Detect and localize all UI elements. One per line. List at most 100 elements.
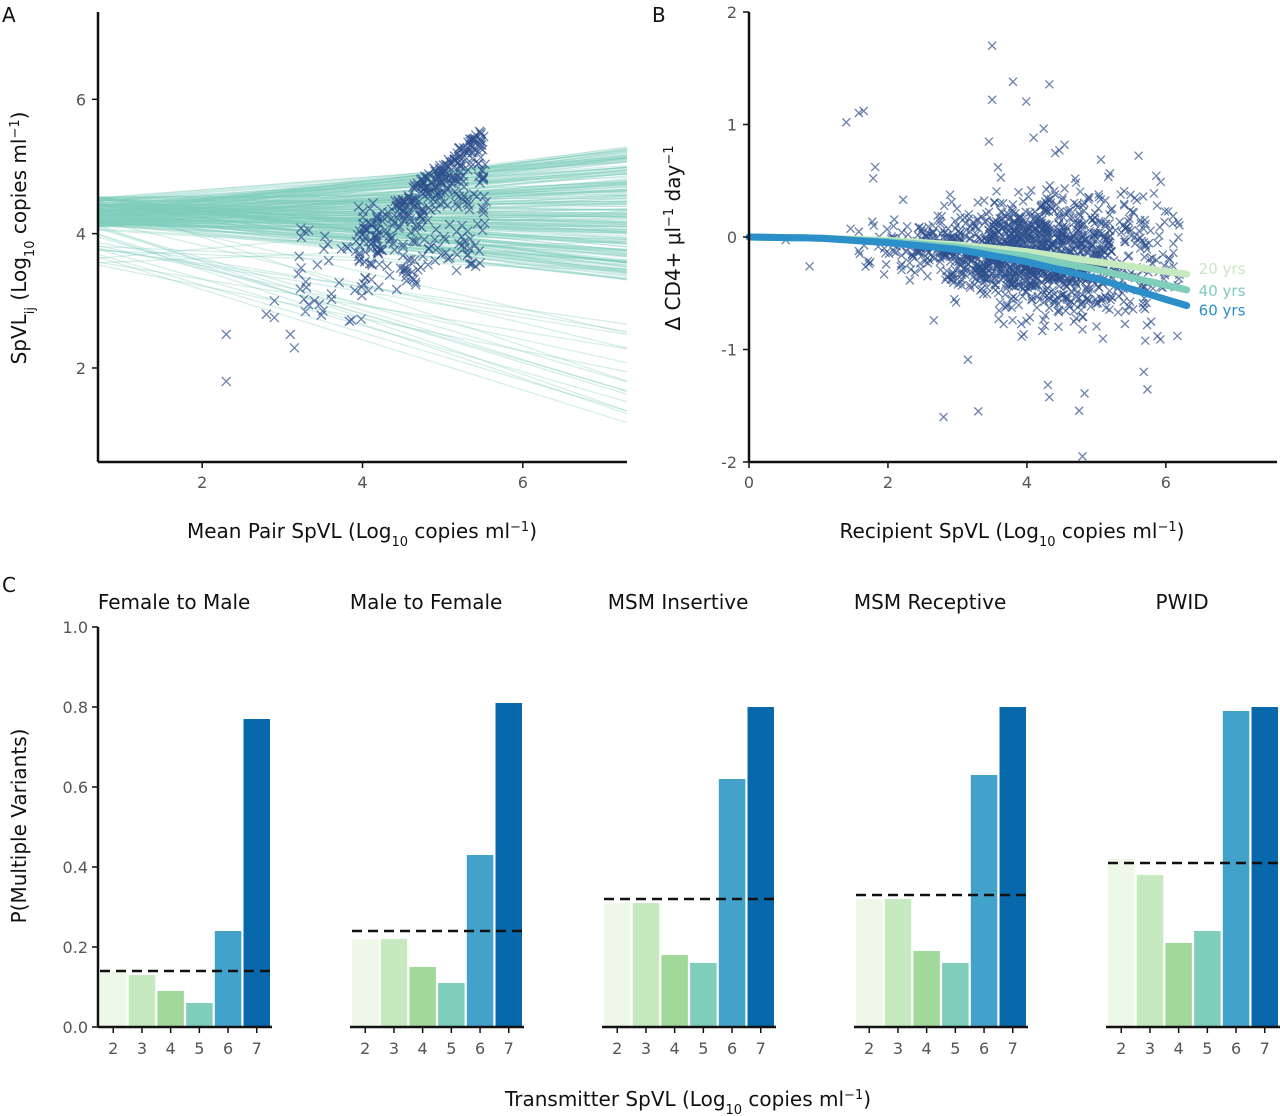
- bar: [438, 983, 465, 1027]
- fit-line: [97, 182, 628, 215]
- fit-line: [97, 188, 628, 225]
- data-point: [434, 191, 445, 202]
- data-point: [430, 166, 441, 177]
- group-title: Male to Female: [350, 590, 502, 614]
- data-point: [448, 178, 459, 189]
- fit-line: [97, 196, 628, 217]
- fit-line: [97, 211, 628, 227]
- data-point: [879, 269, 889, 279]
- data-point: [1044, 274, 1054, 284]
- fit-line: [97, 227, 628, 383]
- fit-line: [97, 220, 628, 256]
- data-point: [854, 246, 864, 256]
- data-point: [1007, 303, 1017, 313]
- data-point: [269, 312, 280, 323]
- data-point: [973, 214, 983, 224]
- data-point: [993, 288, 1003, 298]
- x-tick-label: 7: [1260, 1039, 1270, 1058]
- data-point: [981, 209, 991, 219]
- data-point: [478, 204, 489, 215]
- fit-line: [97, 156, 628, 212]
- panel-a-axes: 2 4 6 2 4 6: [76, 12, 627, 492]
- fit-line: [97, 214, 628, 226]
- data-point: [1091, 294, 1101, 304]
- data-point: [433, 181, 444, 192]
- data-point: [1025, 207, 1035, 217]
- data-point: [384, 270, 395, 281]
- data-point: [1060, 140, 1069, 150]
- data-point: [1072, 200, 1082, 209]
- y-tick-label: 0.8: [63, 698, 88, 717]
- data-point: [882, 224, 892, 234]
- fit-line: [97, 176, 628, 202]
- fit-line: [97, 196, 628, 234]
- data-point: [415, 262, 426, 273]
- fit-line: [97, 156, 628, 225]
- data-point: [336, 244, 347, 255]
- data-point: [1153, 238, 1162, 248]
- fit-line: [97, 172, 628, 225]
- data-point: [1041, 275, 1051, 285]
- data-point: [1163, 206, 1173, 216]
- data-point: [1044, 392, 1054, 402]
- data-point: [1168, 219, 1178, 229]
- data-point: [922, 231, 932, 241]
- data-point: [1142, 384, 1152, 394]
- data-point: [353, 251, 364, 262]
- fit-line: [97, 157, 628, 222]
- fit-line: [97, 256, 628, 424]
- fit-line: [97, 168, 628, 222]
- fit-line: [97, 173, 628, 228]
- fit-line: [97, 189, 628, 201]
- x-tick-label: 4: [922, 1039, 932, 1058]
- data-point: [300, 276, 311, 287]
- data-point: [1060, 184, 1070, 193]
- data-point: [1101, 303, 1111, 313]
- fit-line: [97, 169, 628, 223]
- fit-line: [97, 159, 628, 219]
- fit-line: [97, 210, 628, 233]
- data-point: [462, 164, 473, 175]
- data-point: [394, 208, 405, 219]
- x-tick-label: 6: [1161, 473, 1171, 492]
- data-point: [430, 255, 441, 266]
- fit-line: [97, 229, 628, 263]
- bar: [1108, 859, 1135, 1027]
- data-point: [1149, 188, 1159, 198]
- data-point: [1135, 233, 1145, 243]
- data-point: [395, 263, 406, 274]
- data-point: [312, 259, 323, 270]
- data-point: [407, 267, 418, 277]
- panel-b-chart: 0 2 4 6 -2 -1 0 1 2 20 yrs 40 yrs 60 yrs Recipient…: [661, 3, 1277, 550]
- data-point: [354, 240, 365, 251]
- data-point: [470, 240, 481, 251]
- bar: [884, 899, 912, 1027]
- fit-line: [97, 203, 628, 235]
- fit-line: [97, 216, 628, 222]
- data-point: [942, 251, 952, 261]
- fit-line: [97, 213, 628, 276]
- data-point: [964, 234, 974, 244]
- data-point: [924, 255, 934, 265]
- data-point: [454, 161, 465, 172]
- fit-line: [97, 191, 628, 199]
- fit-line: [97, 203, 628, 237]
- data-point: [975, 285, 985, 295]
- bar: [1136, 875, 1164, 1027]
- data-point: [1028, 266, 1038, 276]
- x-tick-label: 3: [893, 1039, 903, 1058]
- y-tick-label: 2: [727, 3, 737, 22]
- fit-line: [97, 160, 628, 202]
- data-point: [1025, 265, 1035, 274]
- data-point: [1041, 285, 1051, 295]
- data-point: [269, 295, 280, 306]
- data-point: [1057, 236, 1067, 245]
- x-tick-label: 7: [1008, 1039, 1018, 1058]
- fit-line: [97, 148, 628, 223]
- fit-line: [97, 201, 628, 227]
- data-point: [1040, 311, 1050, 320]
- fit-line: [97, 204, 628, 211]
- data-point: [948, 268, 958, 278]
- data-point: [356, 282, 367, 292]
